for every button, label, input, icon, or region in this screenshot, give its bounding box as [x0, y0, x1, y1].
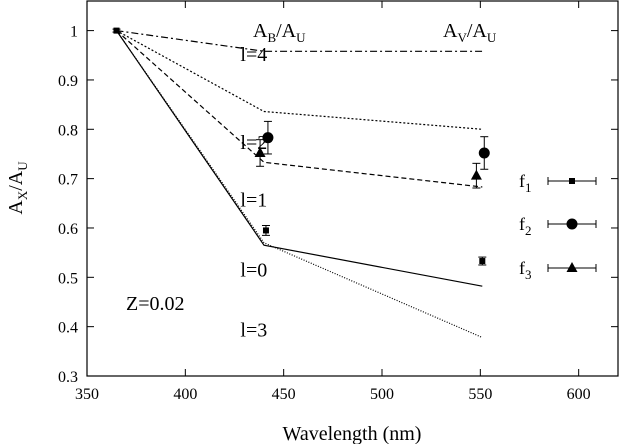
- plot-area: [86, 0, 619, 377]
- y-tick-label: 0.9: [58, 73, 78, 90]
- annotation-av-au: AV/AU: [443, 20, 497, 45]
- data-point-f1: [262, 227, 269, 234]
- legend-label-f3: f3: [519, 258, 532, 282]
- y-tick-label: 0.5: [58, 270, 78, 287]
- y-tick-label: 0.6: [58, 221, 78, 238]
- y-tick-label: 0.3: [58, 369, 78, 386]
- y-tick-label: 0.4: [58, 320, 78, 337]
- data-point-f3: [470, 169, 482, 180]
- x-tick-label: 350: [75, 386, 99, 403]
- x-tick-label: 550: [468, 386, 492, 403]
- line-label-l2: l=2: [240, 132, 267, 154]
- data-point-f2: [478, 147, 490, 159]
- legend-marker-f3: [566, 262, 578, 272]
- x-axis-label: Wavelength (nm): [283, 423, 422, 444]
- legend-label-f1: f1: [519, 171, 532, 195]
- y-axis-label: AX/AU: [5, 161, 30, 215]
- annotation-z: Z=0.02: [126, 293, 185, 315]
- x-tick-label: 400: [173, 386, 197, 403]
- line-label-l3: l=3: [240, 320, 267, 342]
- data-point-f1: [479, 258, 486, 265]
- series-line-l0: [116, 30, 483, 287]
- legend-marker-f2: [566, 218, 578, 230]
- series-line-l2: [116, 30, 483, 130]
- series-line-l4: [116, 30, 483, 52]
- line-label-l0: l=0: [240, 259, 267, 281]
- x-tick-label: 500: [370, 386, 394, 403]
- y-tick-label: 0.7: [58, 172, 78, 189]
- data-point-f3: [254, 146, 266, 157]
- x-tick-label: 600: [567, 386, 591, 403]
- legend-label-f2: f2: [519, 214, 532, 238]
- series-line-l3: [116, 30, 483, 339]
- series-line-l1: [116, 30, 483, 188]
- data-point-f2: [262, 132, 274, 144]
- x-tick-label: 450: [272, 386, 296, 403]
- y-tick-label: 0.8: [58, 122, 78, 139]
- data-point-f1: [113, 27, 120, 34]
- annotation-ab-au: AB/AU: [253, 20, 306, 45]
- line-label-l4: l=4: [240, 44, 267, 66]
- y-tick-label: 1: [70, 24, 78, 41]
- legend-marker-f1: [569, 178, 575, 184]
- line-label-l1: l=1: [240, 189, 267, 211]
